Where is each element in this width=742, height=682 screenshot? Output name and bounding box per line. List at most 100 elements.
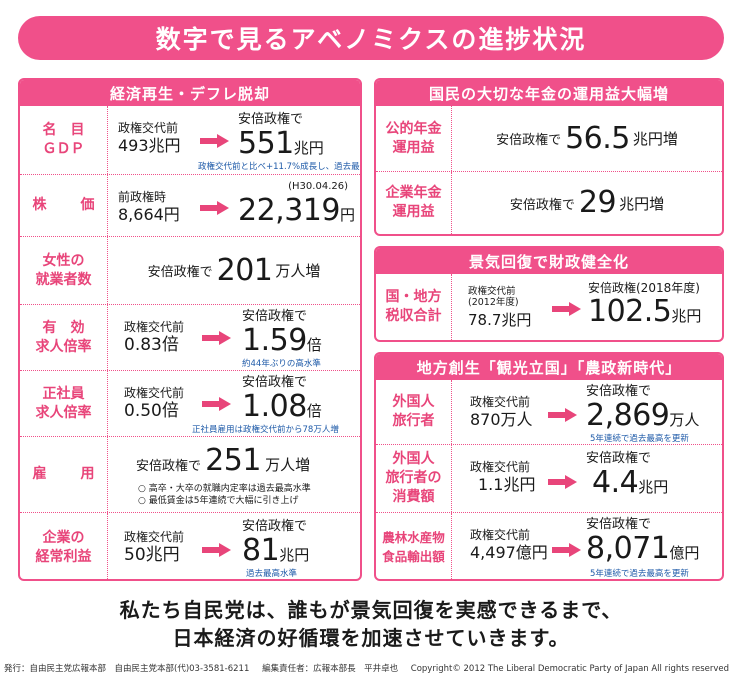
row-label: 株 価 xyxy=(20,175,108,236)
after-unit: 万人 xyxy=(669,411,700,429)
corporate-pension-row: 企業年金 運用益 安倍政権で 29 兆円増 xyxy=(376,171,722,234)
after-label: 安倍政権で xyxy=(586,384,652,399)
row-label: 正社員 求人倍率 xyxy=(20,371,108,436)
row-label: 農林水産物 食品輸出額 xyxy=(376,513,452,579)
note: 過去最高水準 xyxy=(246,569,298,579)
gdp-row: 名 目 ＧＤＰ 政権交代前 493兆円 安倍政権で 551兆円 政権交代前と比べ… xyxy=(20,106,360,174)
note: 5年連続で過去最高を更新 xyxy=(590,434,689,444)
fulltime-ratio-row: 正社員 求人倍率 政権交代前 0.50倍 安倍政権で 1.08倍 正社員雇用は政… xyxy=(20,370,360,436)
bullet-item: ○ 最低賃金は5年連続で大幅に引き上げ xyxy=(138,496,299,506)
after-number: 56.5 xyxy=(565,120,630,156)
row-label: 企業の 経常利益 xyxy=(20,513,108,579)
pension-panel-heading: 国民の大切な年金の運用益大幅増 xyxy=(376,80,722,106)
before-label: 政権交代前 xyxy=(470,460,531,474)
before-value: 8,664円 xyxy=(118,205,180,224)
note: 政権交代前と比べ+11.7%成長し、過去最高 xyxy=(198,162,362,172)
bullet-item: ○ 高卒・大卒の就職内定率は過去最高水準 xyxy=(138,484,311,494)
regional-panel: 地方創生「観光立国」「農政新時代」 外国人 旅行者 政権交代前 870万人 安倍… xyxy=(374,352,724,581)
publisher: 発行：自由民主党広報本部 自由民主党本部(代)03-3581-6211 xyxy=(4,664,250,674)
after-number: 551 xyxy=(238,126,294,161)
after-number: 1.08 xyxy=(242,389,307,424)
note: 約44年ぶりの高水準 xyxy=(242,359,321,369)
arrow-icon xyxy=(548,408,578,422)
arrow-icon xyxy=(202,397,232,411)
visitor-spending-row: 外国人 旅行者の 消費額 政権交代前 1.1兆円 安倍政権で 4.4兆円 xyxy=(376,444,722,512)
before-label: 政権交代前 xyxy=(118,121,179,135)
after-label: 安倍政権で xyxy=(586,451,652,466)
public-pension-row: 公的年金 運用益 安倍政権で 56.5 兆円増 xyxy=(376,106,722,171)
after-label: 安倍政権で xyxy=(242,375,308,390)
before-label: 政権交代前 xyxy=(470,395,531,409)
prefix: 安倍政権で xyxy=(496,133,562,148)
after-label: 安倍政権で xyxy=(238,112,304,127)
employment-row: 雇 用 安倍政権で 251 万人増 ○ 高卒・大卒の就職内定率は過去最高水準 ○… xyxy=(20,436,360,512)
pension-panel: 国民の大切な年金の運用益大幅増 公的年金 運用益 安倍政権で 56.5 兆円増 … xyxy=(374,78,724,236)
after-unit: 万人増 xyxy=(275,262,321,280)
profits-row: 企業の 経常利益 政権交代前 50兆円 安倍政権で 81兆円 過去最高水準 xyxy=(20,512,360,579)
after-number: 2,869 xyxy=(586,398,670,433)
after-number: 251 xyxy=(205,443,261,478)
after-number: 1.59 xyxy=(242,323,307,358)
row-label: 名 目 ＧＤＰ xyxy=(20,106,108,174)
before-label: 政権交代前 xyxy=(124,320,185,334)
before-value: 78.7兆円 xyxy=(468,311,532,329)
note: 5年連続で過去最高を更新 xyxy=(590,569,689,579)
fiscal-panel: 景気回復で財政健全化 国・地方 税収合計 政権交代前 (2012年度) 78.7… xyxy=(374,246,724,342)
arrow-icon xyxy=(202,543,232,557)
arrow-icon xyxy=(552,302,582,316)
economy-panel: 経済再生・デフレ脱却 名 目 ＧＤＰ 政権交代前 493兆円 安倍政権で 551… xyxy=(18,78,362,581)
after-unit: 億円 xyxy=(669,544,700,562)
before-value: 0.50倍 xyxy=(124,401,179,421)
after-unit: 兆円 xyxy=(671,307,702,325)
before-label: 前政権時 xyxy=(118,190,167,204)
after-unit: 兆円 xyxy=(279,546,310,564)
before-label: 政権交代前 xyxy=(470,528,531,542)
before-label: 政権交代前 (2012年度) xyxy=(468,286,519,308)
after-number: 8,071 xyxy=(586,531,670,566)
page-title: 数字で見るアベノミクスの進捗状況 xyxy=(18,16,724,60)
before-label: 政権交代前 xyxy=(124,530,185,544)
after-unit: 倍 xyxy=(306,402,322,420)
copyright: Copyright© 2012 The Liberal Democratic P… xyxy=(410,664,730,674)
row-label: 国・地方 税収合計 xyxy=(376,274,452,340)
before-label: 政権交代前 xyxy=(124,386,185,400)
credits: 発行：自由民主党広報本部 自由民主党本部(代)03-3581-6211 編集責任… xyxy=(4,662,738,674)
arrow-icon xyxy=(200,134,230,148)
row-label: 公的年金 運用益 xyxy=(376,106,452,171)
after-label: 安倍政権で xyxy=(242,309,308,324)
after-number: 29 xyxy=(578,185,617,220)
before-value: 493兆円 xyxy=(118,136,181,155)
arrow-icon xyxy=(552,543,582,557)
after-unit: 兆円 xyxy=(293,139,324,157)
after-unit: 兆円 xyxy=(638,478,669,496)
before-value: 0.83倍 xyxy=(124,335,179,355)
foreign-visitors-row: 外国人 旅行者 政権交代前 870万人 安倍政権で 2,869万人 5年連続で過… xyxy=(376,380,722,444)
regional-panel-heading: 地方創生「観光立国」「農政新時代」 xyxy=(376,354,722,380)
economy-panel-heading: 経済再生・デフレ脱却 xyxy=(20,80,360,106)
after-unit: 円 xyxy=(339,206,355,224)
closing-message: 私たち自民党は、誰もが景気回復を実感できるまで、 日本経済の好循環を加速させてい… xyxy=(0,596,742,652)
arrow-icon xyxy=(548,475,578,489)
row-label: 有 効 求人倍率 xyxy=(20,305,108,370)
before-value: 1.1兆円 xyxy=(478,475,536,494)
before-value: 870万人 xyxy=(470,410,533,429)
row-label: 外国人 旅行者の 消費額 xyxy=(376,445,452,512)
after-number: 81 xyxy=(242,533,280,568)
tax-revenue-row: 国・地方 税収合計 政権交代前 (2012年度) 78.7兆円 安倍政権(201… xyxy=(376,274,722,340)
date-label: (H30.04.26) xyxy=(288,181,348,192)
before-value: 4,497億円 xyxy=(470,543,548,562)
after-number: 4.4 xyxy=(592,465,639,500)
note: 正社員雇用は政権交代前から78万人増 xyxy=(192,425,339,435)
row-label: 外国人 旅行者 xyxy=(376,380,452,444)
before-value: 50兆円 xyxy=(124,545,180,565)
after-label: 安倍政権(2018年度) xyxy=(588,281,700,295)
after-label: 安倍政権で xyxy=(242,519,308,534)
after-unit: 兆円増 xyxy=(632,130,678,148)
prefix: 安倍政権で xyxy=(509,197,575,213)
after-unit: 万人増 xyxy=(265,456,311,474)
fiscal-panel-heading: 景気回復で財政健全化 xyxy=(376,248,722,274)
row-label: 雇 用 xyxy=(20,437,108,512)
food-exports-row: 農林水産物 食品輸出額 政権交代前 4,497億円 安倍政権で 8,071億円 … xyxy=(376,512,722,579)
row-label: 企業年金 運用益 xyxy=(376,172,452,234)
women-employment-row: 女性の 就業者数 安倍政権で 201 万人増 xyxy=(20,236,360,304)
